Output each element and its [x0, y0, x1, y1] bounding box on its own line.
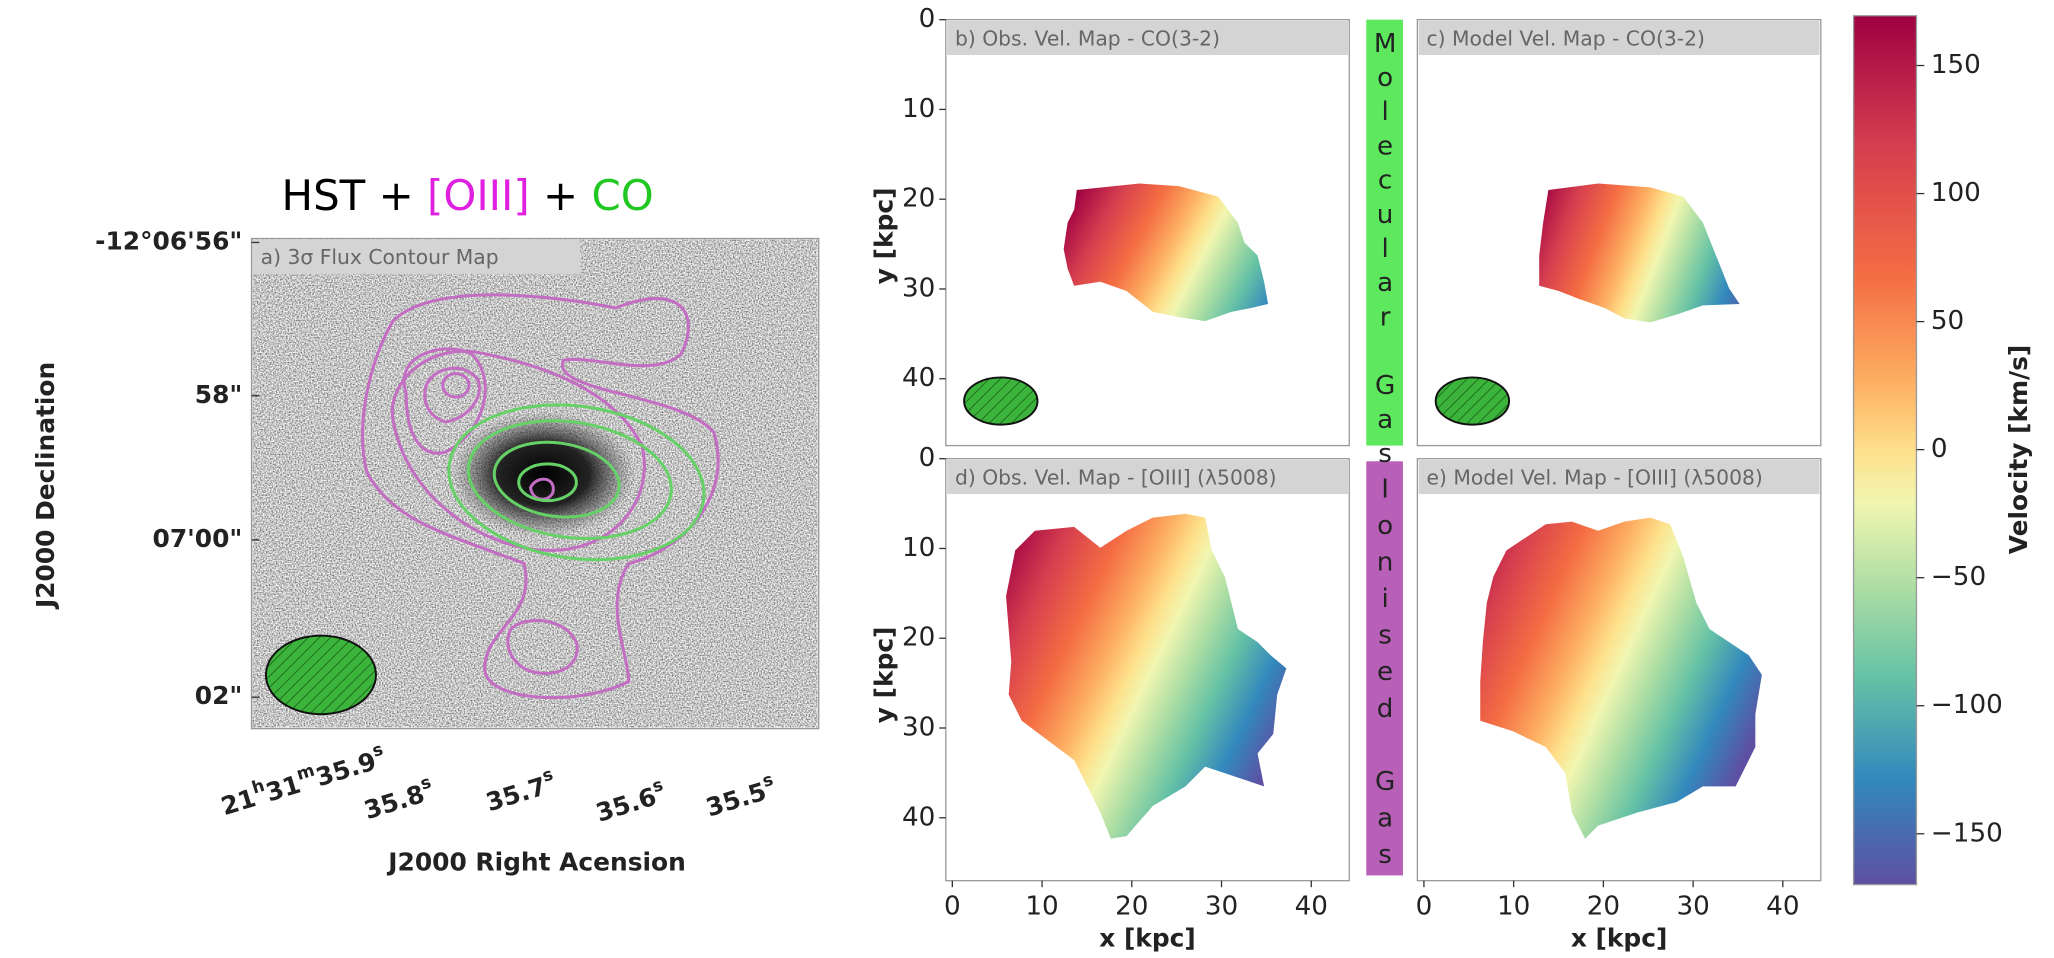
panel-label: c) Model Vel. Map - CO(3-2): [1427, 26, 1705, 50]
ra-part: h: [250, 776, 267, 799]
title-part: HST +: [282, 170, 427, 219]
beam: [1434, 376, 1511, 426]
velocity-field: [1063, 183, 1269, 322]
title-part: [OIII]: [427, 170, 530, 219]
panel-label: b) Obs. Vel. Map - CO(3-2): [955, 26, 1220, 50]
colorbar-tick-label: 100: [1931, 178, 1981, 208]
colorbar-tick-label: −100: [1931, 690, 2003, 720]
colorbar-tick-label: 0: [1931, 434, 1948, 464]
ra-tick-label: 35.8s: [360, 772, 438, 824]
panel-label-box: [252, 239, 581, 274]
velocity-field: [1539, 183, 1740, 323]
y-axis-label: y [kpc]: [870, 188, 899, 285]
title-part: CO: [591, 170, 653, 219]
dec-tick-label: -12°06'56": [95, 226, 242, 255]
panel-label-box: [1418, 459, 1820, 495]
panel-label: a) 3σ Flux Contour Map: [261, 245, 499, 269]
panel-label-box: [947, 20, 1348, 56]
ra-part: 35.6: [593, 782, 660, 828]
x-axis-label: J2000 Right Acension: [386, 848, 686, 877]
ra-part: s: [418, 772, 434, 794]
panel-label-box: [1418, 20, 1820, 56]
x-tick-label: 0: [944, 891, 961, 921]
side-label: Ionised Gas: [1370, 474, 1400, 876]
y-tick-label: 30: [902, 712, 935, 742]
velocity-field: [1006, 513, 1287, 839]
hst-core: [451, 411, 636, 538]
x-tick-label: 40: [1766, 891, 1799, 921]
ra-part: 35.5: [703, 777, 770, 823]
velocity-maps: [945, 19, 1822, 882]
x-tick-label: 20: [1115, 891, 1148, 921]
y-tick-label: 40: [902, 802, 935, 832]
y-tick-label: 10: [902, 94, 935, 124]
y-axis-label: y [kpc]: [870, 627, 899, 724]
title-part: +: [530, 170, 592, 219]
x-tick-label: 10: [1025, 891, 1058, 921]
velocity-field: [1480, 517, 1762, 839]
ra-part: 35.9: [312, 746, 379, 792]
ra-part: s: [370, 740, 386, 762]
beam: [963, 376, 1039, 426]
colorbar-tick-label: 50: [1931, 306, 1964, 336]
x-tick-label: 40: [1295, 891, 1328, 921]
y-tick-label: 10: [902, 533, 935, 563]
dec-tick-label: 07'00": [153, 524, 243, 553]
ra-part: m: [294, 761, 317, 785]
x-tick-label: 0: [1416, 891, 1433, 921]
y-axis-label: J2000 Declination: [31, 362, 60, 610]
x-tick-label: 10: [1497, 891, 1530, 921]
x-tick-label: 30: [1676, 891, 1709, 921]
dec-tick-label: 02": [195, 681, 243, 710]
ra-part: s: [760, 770, 776, 792]
ra-part: 35.8: [361, 779, 428, 825]
ra-part: s: [650, 775, 666, 797]
y-tick-label: 30: [902, 273, 935, 303]
y-tick-label: 20: [902, 623, 935, 653]
x-tick-label: 30: [1205, 891, 1238, 921]
colorbar-tick-label: 150: [1931, 50, 1981, 80]
co-contours: [447, 403, 706, 562]
y-tick-label: 0: [919, 443, 936, 473]
colorbar-tick-label: −50: [1931, 562, 1986, 592]
side-strip: [1366, 19, 1403, 446]
y-tick-label: 0: [919, 4, 936, 34]
ra-part: 35.7: [482, 771, 549, 817]
side-strip: [1366, 461, 1403, 876]
y-tick-label: 40: [902, 363, 935, 393]
x-axis-label: x [kpc]: [1099, 924, 1196, 953]
panel-label: d) Obs. Vel. Map - [OIII] (λ5008): [955, 465, 1277, 489]
ra-tick-label: 35.5s: [701, 770, 779, 822]
panel-label: e) Model Vel. Map - [OIII] (λ5008): [1427, 465, 1763, 489]
ra-tick-label: 35.6s: [591, 775, 669, 827]
beam: [264, 634, 377, 716]
colorbar: [1852, 15, 1918, 886]
oiii-contours: [361, 293, 720, 700]
dec-tick-label: 58": [195, 380, 243, 409]
ra-part: s: [540, 765, 556, 787]
colorbar-label: Velocity [km/s]: [2004, 345, 2033, 555]
side-label: Molecular Gas: [1370, 29, 1400, 474]
ra-tick-label: 35.7s: [481, 765, 559, 817]
colorbar-tick-label: −150: [1931, 818, 2003, 848]
y-tick-label: 20: [902, 184, 935, 214]
x-tick-label: 20: [1587, 891, 1620, 921]
figure-title: HST + [OIII] + CO: [282, 170, 654, 219]
panel-label-box: [947, 459, 1348, 495]
x-axis-label: x [kpc]: [1571, 924, 1668, 953]
